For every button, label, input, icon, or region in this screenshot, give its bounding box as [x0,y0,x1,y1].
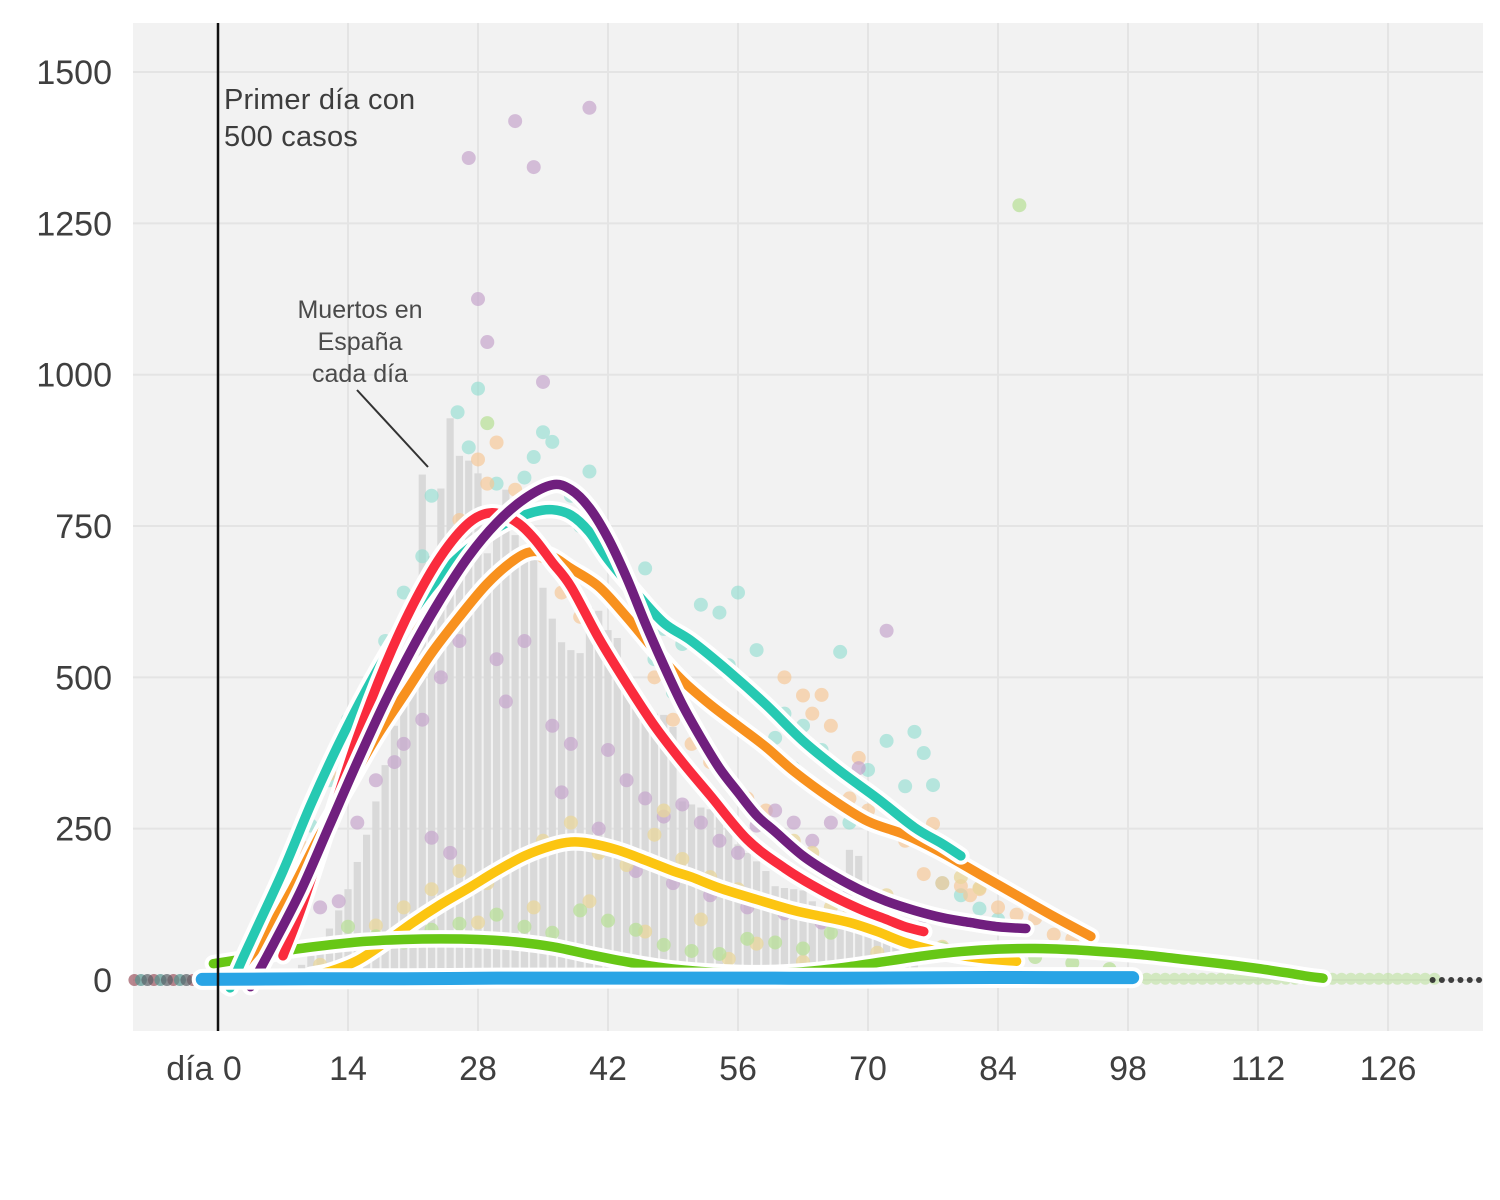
annotation-spain-deaths-label: Muertos en España cada día [282,294,438,390]
bar [790,889,798,985]
x-tick-label: 28 [459,1050,497,1088]
bar [483,553,491,985]
bar [650,713,659,985]
bar [585,607,594,985]
bar [864,900,872,985]
y-tick-label: 250 [55,811,112,849]
bar [539,587,547,985]
y-tick-label: 0 [93,962,112,1000]
bar [780,887,789,985]
teal-curve [221,500,970,997]
y-tick-label: 1000 [36,357,112,395]
bar [465,460,473,985]
bar [817,908,826,985]
x-tick-label: 112 [1231,1050,1285,1088]
bar [530,557,538,985]
bar [557,642,566,985]
bar [437,488,445,985]
smoothed-country-curves [191,475,1332,997]
x-tick-label: 126 [1360,1050,1417,1088]
bar [446,418,454,985]
purple-curve [241,475,1035,996]
annotation-line: Primer día con [224,84,416,116]
x-tick-label: 14 [329,1050,367,1088]
bar [632,690,640,985]
bar [362,834,371,985]
bar [678,801,686,985]
x-tick-label: 56 [719,1050,757,1088]
x-axis-labels: día 0 14 28 42 56 70 84 98 112 126 [166,1050,1416,1088]
end-black-points [1429,977,1483,983]
x-tick-label: día 0 [166,1050,242,1088]
x-tick-label: 42 [589,1050,627,1088]
bar [762,871,770,985]
x-tick-label: 84 [979,1050,1017,1088]
bar [734,844,742,985]
x-tick-label: 70 [849,1050,887,1088]
bar [400,683,408,985]
bar [520,549,529,985]
bar [455,455,464,986]
annotation-line: España [317,328,403,356]
red-curve [274,503,933,965]
bar [641,702,649,985]
bar [353,861,361,985]
bar [827,913,835,985]
y-tick-label: 1250 [36,205,112,243]
bar [502,489,510,985]
annotation-line: Muertos en [297,296,423,324]
bar [576,653,584,985]
bar [836,917,844,985]
bar [622,678,631,985]
blue-curve [191,967,1144,990]
bar [660,714,668,985]
bar [613,638,621,985]
bar [548,618,556,985]
bar [725,823,733,985]
annotation-line: 500 casos [224,121,358,153]
bar [511,535,519,985]
annotation-pointer-line [356,389,429,468]
bar [715,811,724,985]
bar [427,556,436,985]
bar [372,801,380,985]
bar [808,901,816,985]
bar [474,473,482,985]
bar [390,725,399,985]
annotation-first-day-500-cases: Primer día con 500 casos [224,82,415,156]
bar [492,529,501,985]
y-tick-label: 500 [55,659,112,697]
bar [418,474,426,985]
bar [595,610,603,985]
bar [752,861,761,985]
y-tick-label: 1500 [36,54,112,92]
y-tick-label: 750 [55,508,112,546]
bar [687,804,696,985]
bar [325,928,334,985]
x-tick-label: 98 [1109,1050,1147,1088]
annotation-line: cada día [312,360,408,388]
bar [799,890,807,985]
bar [669,726,677,985]
bar [743,852,751,985]
bar [697,807,705,985]
bar [409,641,417,985]
bar [604,630,612,985]
y-axis-labels: 0 250 500 750 1000 1250 1500 [36,54,112,1000]
bar [381,765,389,985]
yellow-curve [302,833,1026,984]
